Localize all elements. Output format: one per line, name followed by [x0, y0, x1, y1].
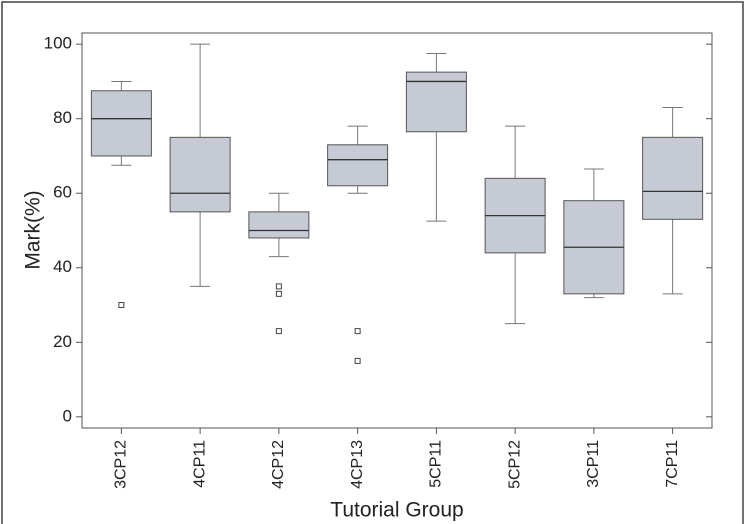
x-tick-label: 5CP12 — [506, 440, 523, 489]
x-tick-label: 4CP13 — [349, 440, 366, 489]
outlier — [354, 328, 361, 335]
x-axis-title: Tutorial Group — [330, 499, 463, 522]
x-tick-label: 4CP11 — [191, 440, 208, 488]
outlier — [118, 302, 125, 309]
box — [169, 136, 231, 213]
y-tick-label: 20 — [53, 332, 72, 351]
x-tick-label: 4CP12 — [270, 440, 287, 489]
box — [90, 90, 152, 157]
plot-area — [81, 32, 713, 429]
outlier — [354, 357, 361, 364]
x-tick-label: 3CP12 — [113, 440, 130, 489]
y-tick-label: 0 — [63, 406, 72, 425]
box — [642, 136, 704, 220]
outlier — [275, 290, 282, 297]
outlier — [275, 328, 282, 335]
x-tick-label: 7CP11 — [664, 440, 681, 488]
y-axis-title: Mark(%) — [22, 190, 45, 269]
y-tick-label: 40 — [53, 257, 72, 276]
y-tick-label: 100 — [44, 34, 72, 53]
box — [327, 144, 389, 187]
y-tick-label: 60 — [53, 183, 72, 202]
outlier — [275, 283, 282, 290]
y-tick-label: 80 — [53, 108, 72, 127]
x-tick-label: 5CP11 — [428, 440, 445, 488]
x-tick-label: 3CP11 — [585, 440, 602, 488]
box — [248, 211, 310, 239]
